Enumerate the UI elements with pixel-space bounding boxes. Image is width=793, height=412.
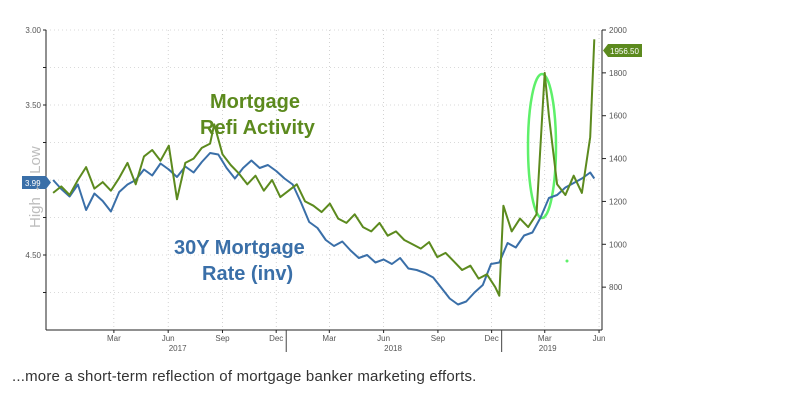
caption-text: ...more a short-term reflection of mortg… xyxy=(12,368,477,385)
rate-last-value: 3.99 xyxy=(25,179,41,188)
rate-label-line2: Rate (inv) xyxy=(202,263,293,285)
x-year-label: 2019 xyxy=(539,344,557,353)
x-month-label: Dec xyxy=(269,334,283,343)
x-month-label: Mar xyxy=(322,334,336,343)
right-tick-label: 2000 xyxy=(609,26,627,35)
right-axis-ticks: 2000 1800 1600 1400 1200 1000 800 xyxy=(602,26,627,292)
x-month-label: Jun xyxy=(593,334,606,343)
gridlines xyxy=(46,29,602,330)
x-month-label: Sep xyxy=(431,334,446,343)
refi-last-value: 1956.50 xyxy=(610,47,639,56)
x-year-label: 2018 xyxy=(384,344,402,353)
highlight-dot xyxy=(565,259,569,263)
right-tick-label: 1000 xyxy=(609,240,627,249)
right-tick-label: 1400 xyxy=(609,155,627,164)
x-month-label: Mar xyxy=(538,334,552,343)
highlight-circle xyxy=(526,72,558,220)
refi-label-line2: Refi Activity xyxy=(200,117,316,139)
right-tick-label: 1800 xyxy=(609,69,627,78)
x-month-label: Mar xyxy=(107,334,121,343)
left-tick-label: 3.50 xyxy=(25,101,41,110)
rate-label-line1: 30Y Mortgage xyxy=(174,237,305,259)
refi-last-value-badge: 1956.50 xyxy=(603,44,642,57)
refi-vs-rate-chart: 3.00 3.50 4.50 2000 1800 1600 1400 1200 1000 800… xyxy=(22,26,642,353)
refi-series-line xyxy=(52,39,596,297)
x-year-label: 2017 xyxy=(169,344,187,353)
right-tick-label: 1200 xyxy=(609,197,627,206)
x-month-label: Jun xyxy=(377,334,390,343)
rate-last-value-badge: 3.99 xyxy=(22,176,51,189)
right-tick-label: 1600 xyxy=(609,112,627,121)
x-month-label: Sep xyxy=(215,334,230,343)
refi-label-line1: Mortgage xyxy=(210,91,300,113)
x-month-label: Dec xyxy=(485,334,499,343)
right-tick-label: 800 xyxy=(609,283,623,292)
rate-series-line xyxy=(52,152,596,306)
x-month-label: Jun xyxy=(162,334,175,343)
left-tick-label: 3.00 xyxy=(25,26,41,35)
left-axis-title: High ← Low xyxy=(27,146,44,228)
left-tick-label: 4.50 xyxy=(25,251,41,260)
